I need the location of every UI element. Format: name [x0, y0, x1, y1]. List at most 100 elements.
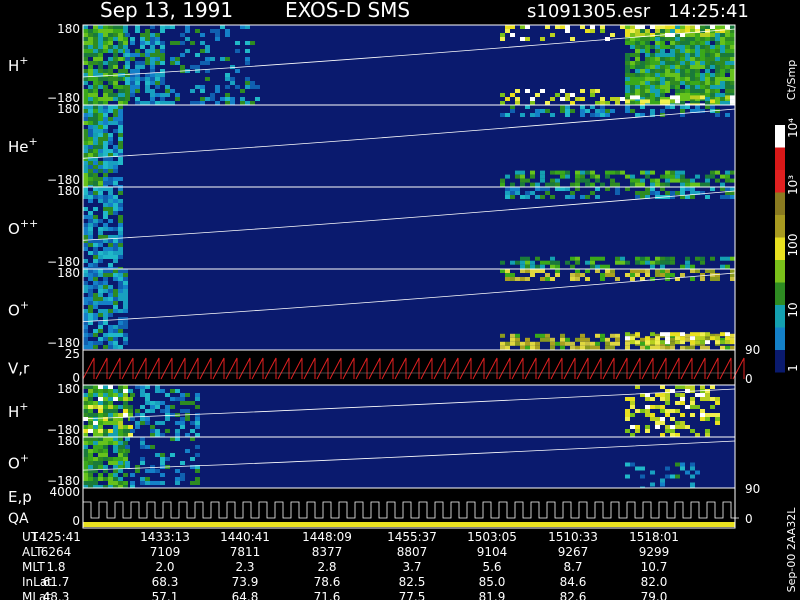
- spectrogram-cell: [720, 69, 725, 73]
- spectrogram-cell: [113, 113, 118, 117]
- spectrogram-cell: [695, 256, 700, 261]
- y-tick-label: −180: [47, 474, 80, 488]
- spectrogram-cell: [108, 235, 113, 239]
- spectrogram-cell: [660, 65, 665, 69]
- spectrogram-cell: [83, 429, 88, 433]
- spectrogram-cell: [103, 281, 108, 285]
- spectrogram-cell: [113, 211, 118, 215]
- spectrogram-cell: [700, 273, 705, 277]
- spectrogram-cell: [700, 73, 705, 77]
- spectrogram-cell: [695, 336, 700, 341]
- spectrogram-cell: [98, 85, 103, 89]
- spectrogram-cell: [655, 336, 660, 341]
- spectrogram-cell: [98, 281, 103, 285]
- spectrogram-cell: [650, 89, 655, 93]
- spectrogram-cell: [630, 85, 635, 89]
- spectrogram-cell: [700, 345, 705, 350]
- spectrogram-cell: [715, 65, 720, 69]
- spectrogram-cell: [113, 457, 118, 461]
- spectrogram-cell: [565, 25, 570, 29]
- spectrogram-cell: [660, 29, 665, 33]
- spectrogram-cell: [98, 77, 103, 81]
- spectrogram-cell: [695, 101, 700, 105]
- spectrogram-cell: [540, 260, 545, 265]
- colorbar-unit: Ct/Smp: [785, 60, 798, 100]
- spectrogram-cell: [98, 453, 103, 457]
- spectrogram-cell: [665, 89, 670, 93]
- spectrogram-cell: [130, 53, 135, 57]
- spectrogram-cell: [98, 57, 103, 61]
- spectrogram-cell: [108, 207, 113, 211]
- spectrogram-cell: [118, 187, 123, 191]
- spectrogram-cell: [83, 457, 88, 461]
- spectrogram-cell: [535, 341, 540, 346]
- spectrogram-cell: [88, 165, 93, 169]
- panel-label: O+: [8, 452, 29, 473]
- spectrogram-cell: [83, 385, 88, 389]
- spectrogram-cell: [113, 437, 118, 441]
- spectrogram-cell: [710, 174, 715, 179]
- spectrogram-cell: [93, 195, 98, 199]
- spectrogram-cell: [83, 281, 88, 285]
- spectrogram-cell: [83, 227, 88, 231]
- spectrogram-cell: [720, 65, 725, 69]
- spectrogram-cell: [625, 105, 630, 109]
- spectrogram-cell: [205, 77, 210, 81]
- spectrogram-cell: [83, 341, 88, 345]
- spectrogram-cell: [93, 93, 98, 97]
- spectrogram-cell: [230, 97, 235, 101]
- spectrogram-cell: [145, 409, 150, 413]
- spectrogram-cell: [88, 113, 93, 117]
- spectrogram-cell: [510, 260, 515, 265]
- spectrogram-cell: [630, 397, 635, 401]
- spectrogram-cell: [170, 41, 175, 45]
- panel-background: [83, 488, 735, 528]
- spectrogram-cell: [675, 65, 680, 69]
- spectrogram-cell: [98, 401, 103, 405]
- spectrogram-cell: [118, 481, 123, 485]
- spectrogram-cell: [135, 81, 140, 85]
- spectrogram-cell: [700, 81, 705, 85]
- spectrogram-cell: [108, 345, 113, 349]
- spectrogram-cell: [715, 45, 720, 49]
- spectrogram-cell: [98, 301, 103, 305]
- spectrogram-cell: [113, 165, 118, 169]
- spectrogram-cell: [510, 333, 515, 338]
- spectrogram-cell: [705, 33, 710, 37]
- spectrogram-cell: [705, 178, 710, 183]
- spectrogram-cell: [710, 99, 715, 104]
- spectrogram-cell: [715, 273, 720, 277]
- spectrogram-cell: [83, 169, 88, 173]
- spectrogram-cell: [605, 109, 610, 113]
- spectrogram-cell: [670, 195, 675, 199]
- spectrogram-cell: [108, 243, 113, 247]
- spectrogram-cell: [640, 182, 645, 187]
- spectrogram-cell: [205, 57, 210, 61]
- spectrogram-cell: [725, 93, 730, 97]
- spectrogram-cell: [160, 101, 165, 105]
- spectrogram-cell: [88, 137, 93, 141]
- spectrogram-cell: [130, 57, 135, 61]
- spectrogram-cell: [710, 413, 715, 417]
- spectrogram-cell: [640, 69, 645, 73]
- panel-label: H+: [8, 54, 29, 75]
- spectrogram-cell: [103, 465, 108, 469]
- spectrogram-cell: [660, 433, 665, 437]
- colorbar-swatch: [775, 260, 785, 283]
- spectrogram-cell: [700, 37, 705, 41]
- spectrogram-cell: [245, 85, 250, 89]
- spectrogram-cell: [93, 101, 98, 105]
- spectrogram-cell: [165, 393, 170, 397]
- pitch-angle-trace: [82, 388, 736, 420]
- spectrogram-cell: [685, 29, 690, 33]
- spectrogram-cell: [705, 61, 710, 65]
- spectrogram-cell: [685, 61, 690, 65]
- spectrogram-cell: [93, 173, 98, 177]
- spectrogram-cell: [93, 469, 98, 473]
- spectrogram-cell: [640, 65, 645, 69]
- spectrogram-cell: [665, 191, 670, 195]
- spectrogram-cell: [665, 425, 670, 429]
- spectrogram-cell: [145, 73, 150, 77]
- spectrogram-cell: [108, 77, 113, 81]
- spectrogram-cell: [645, 57, 650, 61]
